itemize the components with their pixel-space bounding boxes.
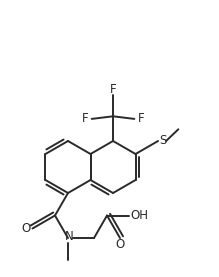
Text: OH: OH [130, 209, 148, 222]
Text: N: N [65, 230, 73, 243]
Text: O: O [115, 238, 125, 250]
Text: O: O [22, 222, 31, 235]
Text: F: F [81, 112, 88, 125]
Text: F: F [138, 112, 145, 125]
Text: F: F [110, 83, 116, 96]
Text: S: S [159, 135, 167, 147]
